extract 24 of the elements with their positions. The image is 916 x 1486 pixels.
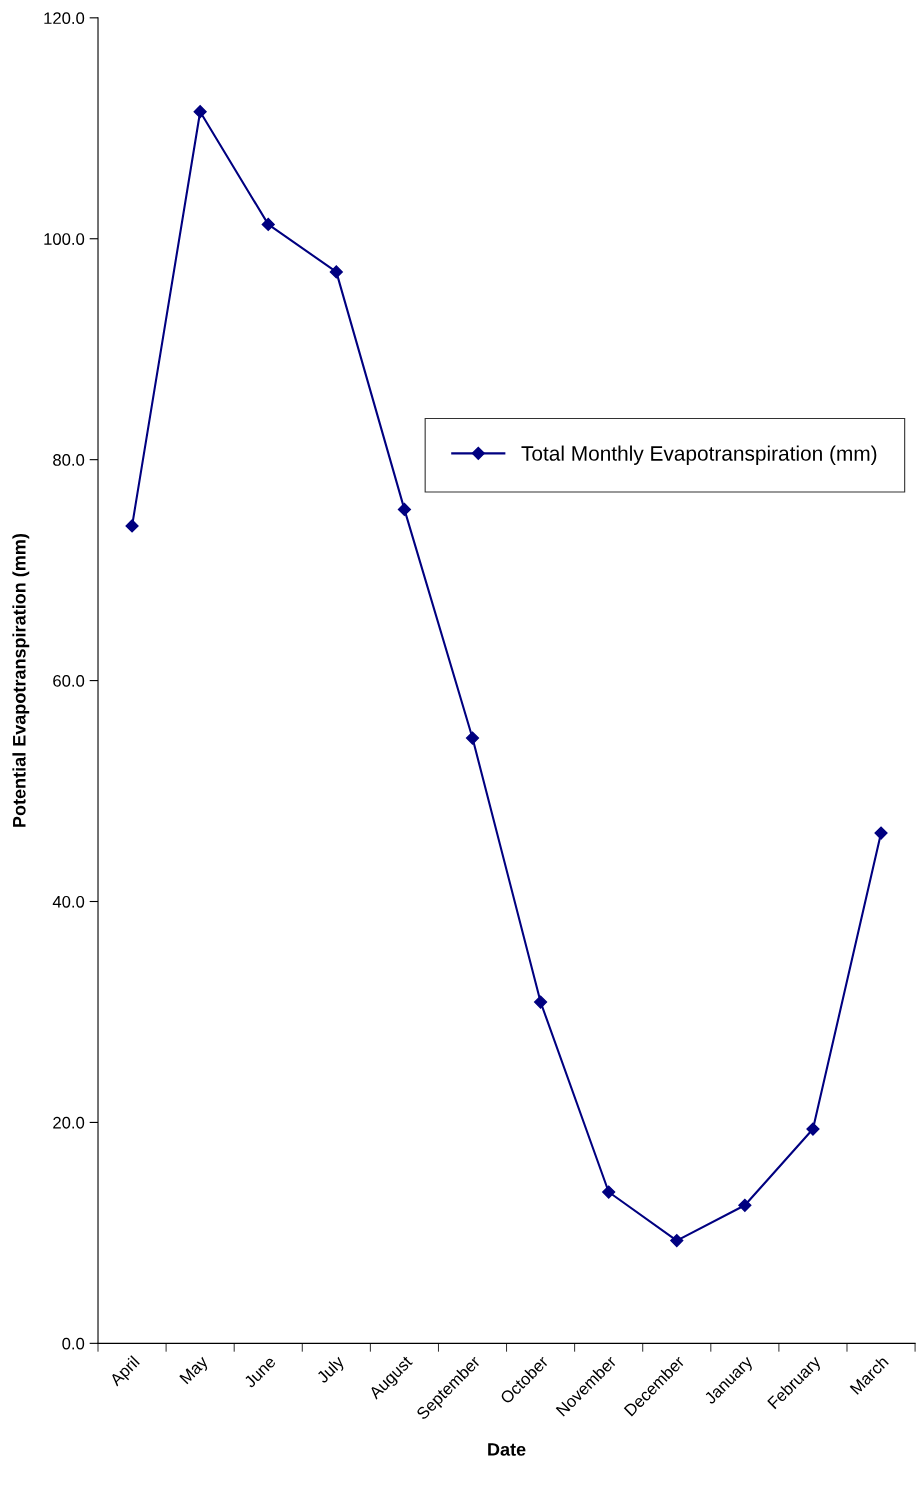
point — [670, 1234, 684, 1248]
legend-label: Total Monthly Evapotranspiration (mm) — [521, 445, 877, 465]
point — [193, 105, 207, 119]
y-tick-label: 120.0 — [44, 12, 85, 25]
y-tick-label: 80.0 — [53, 454, 85, 466]
x-axis-title: Date — [488, 1443, 526, 1456]
point — [329, 265, 343, 279]
y-tick-label: 0.0 — [62, 1337, 85, 1350]
y-tick-label: 60.0 — [53, 674, 85, 687]
y-axis-title: Potential Evapotranspiration (mm) — [12, 534, 30, 827]
point — [465, 731, 480, 745]
point — [397, 502, 412, 516]
point — [125, 519, 139, 533]
y-tick-label: 20.0 — [53, 1116, 85, 1129]
point — [738, 1198, 752, 1212]
y-tick-label: 40.0 — [52, 895, 85, 908]
x-tick-label: July — [315, 1354, 348, 1387]
point — [261, 217, 275, 231]
x-tick-label: May — [179, 1354, 212, 1387]
point — [602, 1185, 616, 1199]
y-tick-label: 100.0 — [44, 233, 85, 245]
point — [806, 1122, 820, 1136]
point — [534, 995, 548, 1009]
point — [874, 826, 888, 840]
